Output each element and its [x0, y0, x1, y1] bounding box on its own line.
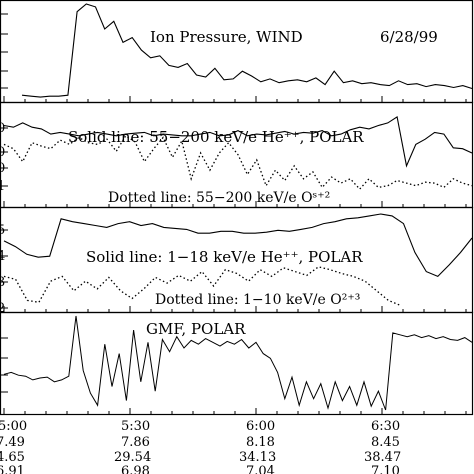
y-tick-label: 0 — [0, 161, 5, 176]
y-tick-label: 0 — [0, 121, 5, 136]
x-row3-value: 6.91 — [0, 464, 25, 474]
panel-2-annotation-solid: Solid line: 55−200 keV/e He⁺⁺, POLAR — [68, 128, 364, 146]
panel-3-series-dotted-o — [3, 266, 401, 306]
y-tick-label: 1 — [0, 179, 5, 194]
panel-1-frame — [0, 0, 474, 104]
x-tick-label: 5:30 — [121, 419, 150, 434]
panel-4-series-gmf — [3, 315, 473, 411]
panel-3-y-tick-labels: 5 4 3 2 — [0, 223, 5, 316]
x-row1-value: 8.45 — [371, 435, 400, 450]
x-row1-value: 7.86 — [121, 435, 150, 450]
y-tick-label: 5 — [0, 223, 5, 238]
x-row2-value: 38.47 — [364, 450, 401, 465]
x-row2-value: 29.54 — [114, 450, 151, 465]
panel-3-series-solid-he — [3, 213, 473, 278]
panel-1-series-ion-pressure — [21, 3, 473, 98]
panel-3-annotation-dotted: Dotted line: 1−10 keV/e O²⁺³ — [155, 292, 360, 308]
x-tick-label: 6:00 — [246, 419, 275, 434]
x-row1-value: 8.18 — [246, 435, 275, 450]
x-row3-value: 6.98 — [121, 464, 150, 474]
panel-2-series-solid-he — [3, 115, 473, 168]
x-tick-label: 5:00 — [0, 419, 27, 434]
panel-3-annotation-solid: Solid line: 1−18 keV/e He⁺⁺, POLAR — [86, 248, 363, 266]
x-row1-value: 7.49 — [0, 435, 25, 450]
y-tick-label: 0 — [0, 145, 5, 160]
y-tick-label: 2 — [0, 301, 5, 316]
x-row2-value: 4.65 — [0, 450, 25, 465]
x-axis-labels: 5:00 5:30 6:00 6:30 7.49 7.86 8.18 8.45 … — [0, 419, 401, 474]
x-row2-value: 34.13 — [239, 450, 276, 465]
x-tick-label: 6:30 — [371, 419, 400, 434]
panel-4-title: GMF, POLAR — [146, 320, 246, 338]
panel-2-series-dotted-o — [3, 134, 473, 191]
y-tick-label: 3 — [0, 275, 5, 290]
x-row3-value: 7.10 — [371, 464, 400, 474]
tick-marks — [0, 13, 467, 414]
panel-4-frame — [0, 311, 474, 416]
panel-1-title: Ion Pressure, WIND — [150, 28, 303, 46]
panel-1-date: 6/28/99 — [380, 28, 438, 46]
panel-2-annotation-dotted: Dotted line: 55−200 keV/e Oˢ⁺² — [108, 190, 330, 206]
y-tick-label: 4 — [0, 249, 5, 264]
x-row3-value: 7.04 — [246, 464, 275, 474]
